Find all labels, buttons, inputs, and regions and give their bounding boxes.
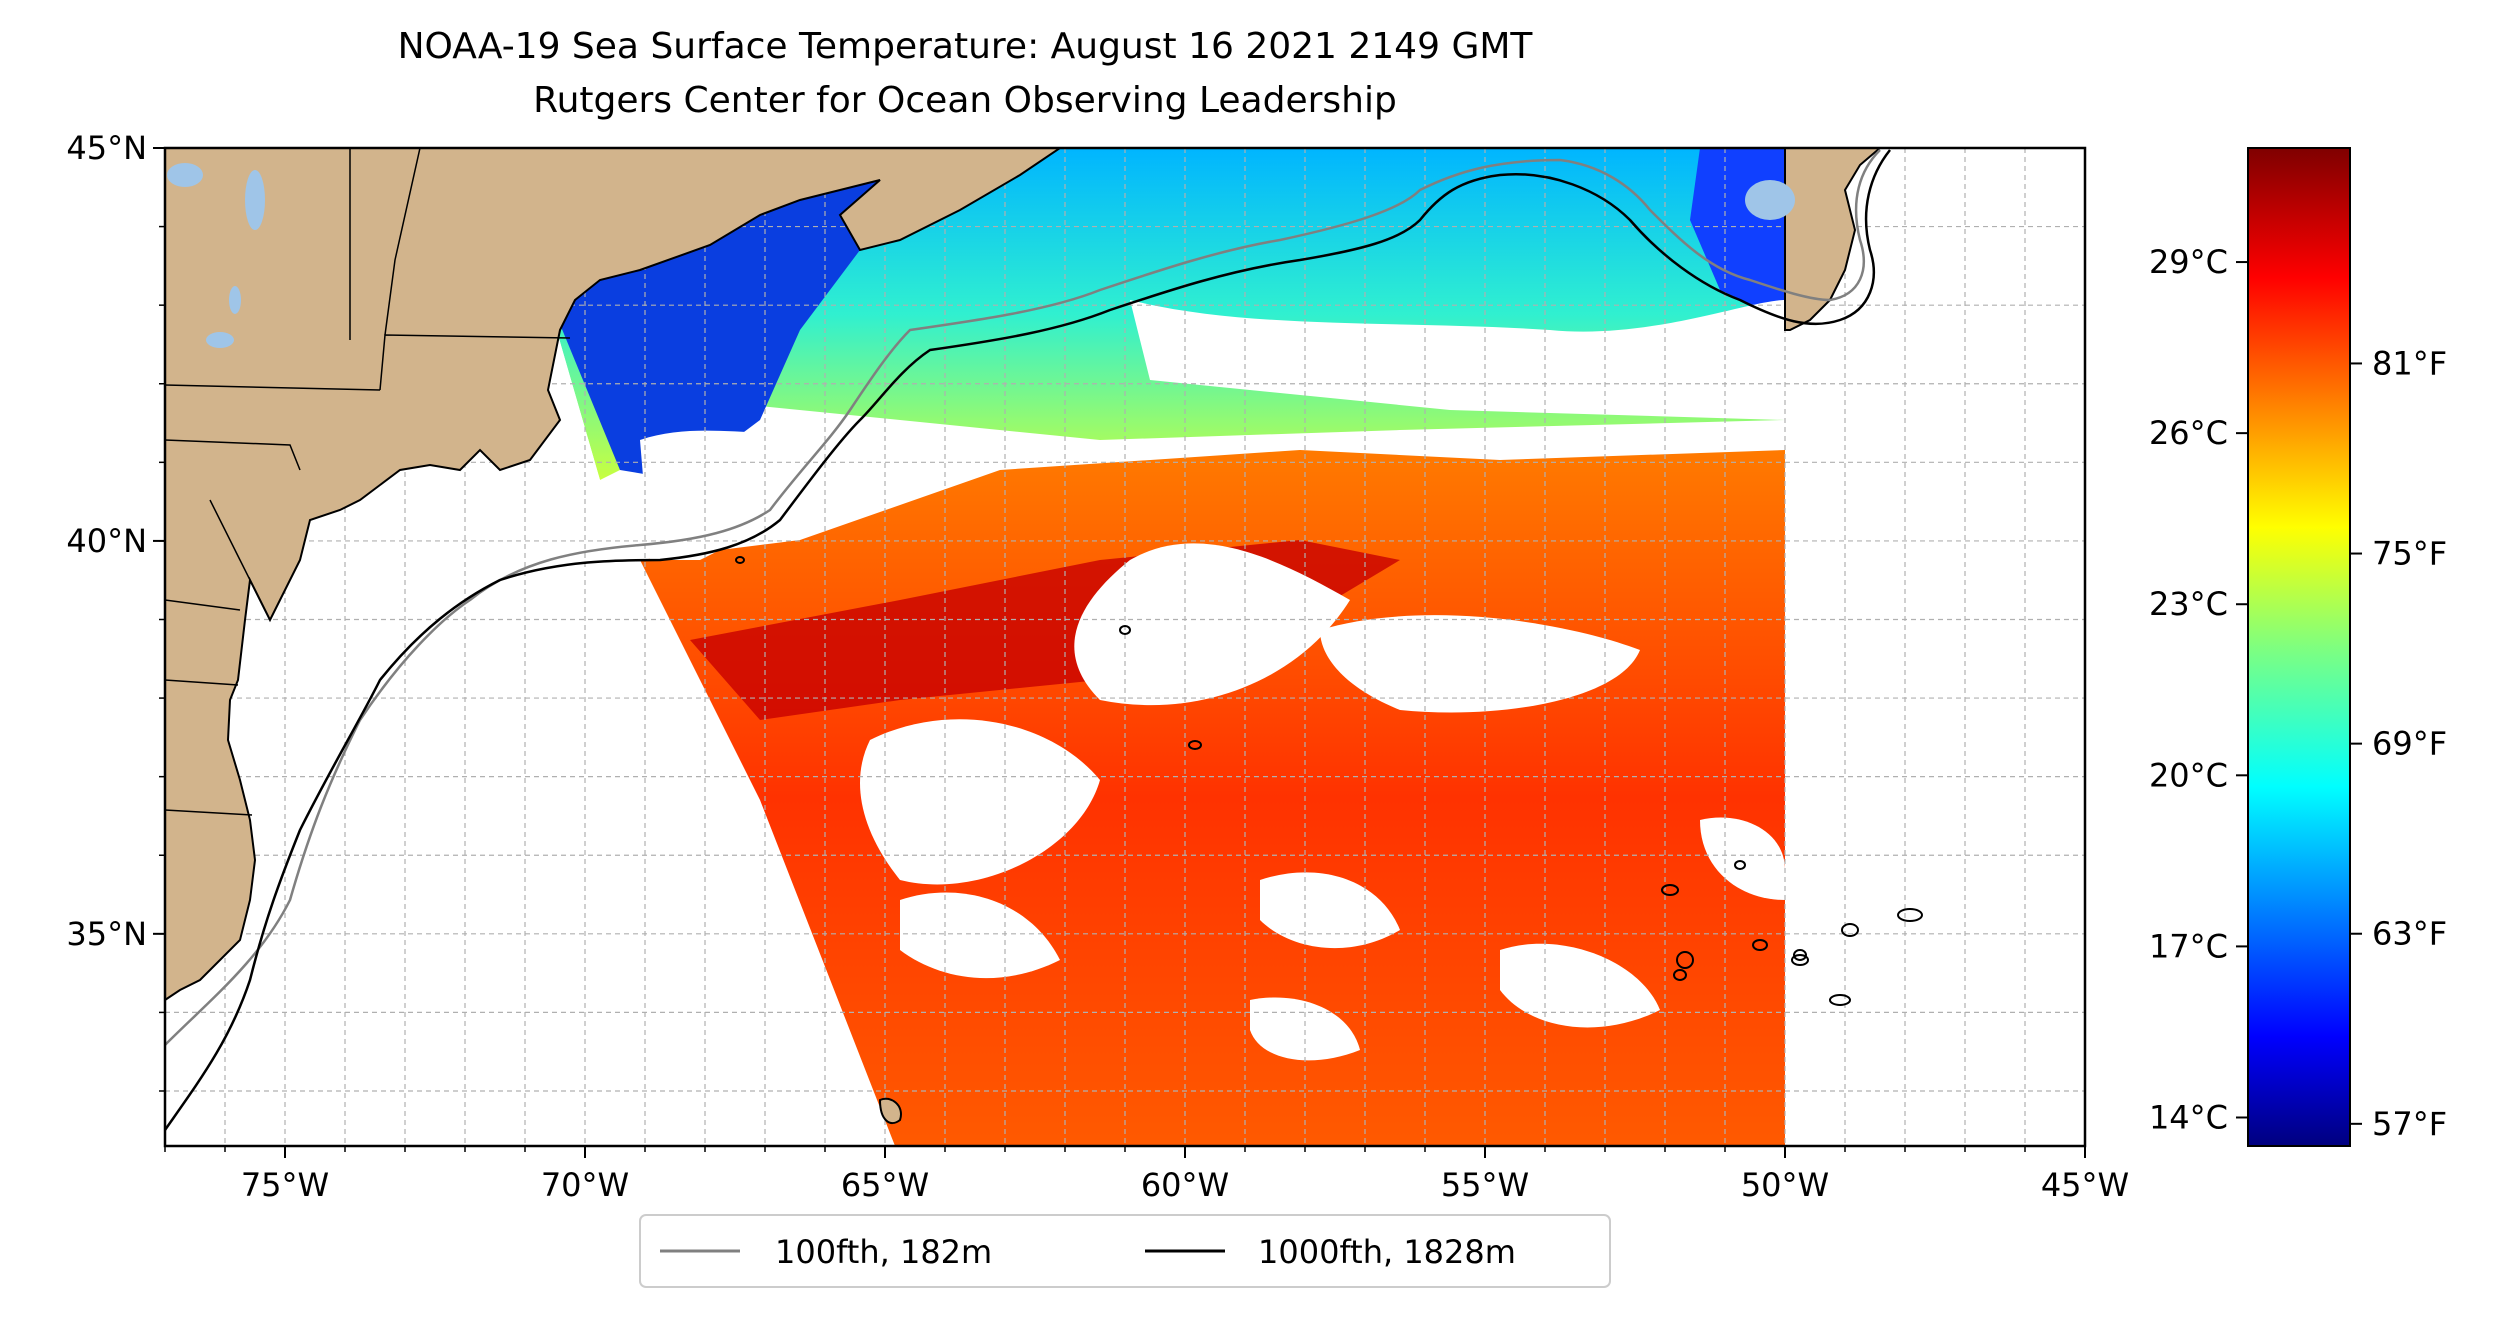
lon-tick-label: 45°W: [2041, 1166, 2129, 1204]
colorbar-fahrenheit-label: 63°F: [2372, 915, 2447, 953]
sst-field: [165, 148, 2085, 1146]
lon-tick-label: 75°W: [241, 1166, 329, 1204]
lon-tick-label: 65°W: [841, 1166, 929, 1204]
legend-label-100fth: 100fth, 182m: [775, 1233, 992, 1271]
colorbar-celsius-label: 23°C: [2149, 585, 2228, 623]
colorbar-celsius-label: 14°C: [2149, 1098, 2228, 1136]
colorbar: 29°C 26°C 23°C 20°C 17°C 14°C 81°F 75°F 69°F 63°…: [2149, 147, 2447, 1147]
lon-tick-label: 70°W: [541, 1166, 629, 1204]
lat-tick-label: 45°N: [66, 129, 147, 167]
sst-gulf-of-maine: [550, 160, 880, 480]
colorbar-celsius-label: 26°C: [2149, 414, 2228, 452]
colorbar-fahrenheit-label: 69°F: [2372, 725, 2447, 763]
legend-label-1000fth: 1000fth, 1828m: [1258, 1233, 1516, 1271]
lon-tick-label: 50°W: [1741, 1166, 1829, 1204]
latitude-axis: 45°N 40°N 35°N: [66, 129, 165, 1092]
contour-1000fth: [165, 149, 1891, 1131]
longitude-axis: 75°W 70°W 65°W 60°W 55°W 50°W 45°W: [164, 1146, 2129, 1204]
colorbar-fahrenheit-ticks: 81°F 75°F 69°F 63°F 57°F: [2350, 344, 2447, 1143]
map-title-line2: Rutgers Center for Ocean Observing Leade…: [533, 80, 1397, 121]
lon-tick-label: 60°W: [1141, 1166, 1229, 1204]
colorbar-fahrenheit-label: 75°F: [2372, 535, 2447, 573]
seamount-contours: [735, 556, 1923, 1006]
lat-tick-label: 40°N: [66, 522, 147, 560]
colorbar-celsius-label: 29°C: [2149, 243, 2228, 281]
lon-tick-label: 55°W: [1441, 1166, 1529, 1204]
land: [165, 148, 1882, 1125]
colorbar-fahrenheit-label: 57°F: [2372, 1105, 2447, 1143]
legend: 100fth, 182m 1000fth, 1828m: [639, 1214, 1611, 1288]
colorbar-celsius-ticks: 29°C 26°C 23°C 20°C 17°C 14°C: [2149, 243, 2248, 1136]
map-title-line1: NOAA-19 Sea Surface Temperature: August …: [397, 26, 1533, 67]
colorbar-gradient: [2247, 147, 2351, 1147]
lat-tick-label: 35°N: [66, 915, 147, 953]
contour-100fth: [165, 149, 1881, 1046]
colorbar-fahrenheit-label: 81°F: [2372, 344, 2447, 382]
colorbar-celsius-label: 20°C: [2149, 756, 2228, 794]
colorbar-celsius-label: 17°C: [2149, 927, 2228, 965]
